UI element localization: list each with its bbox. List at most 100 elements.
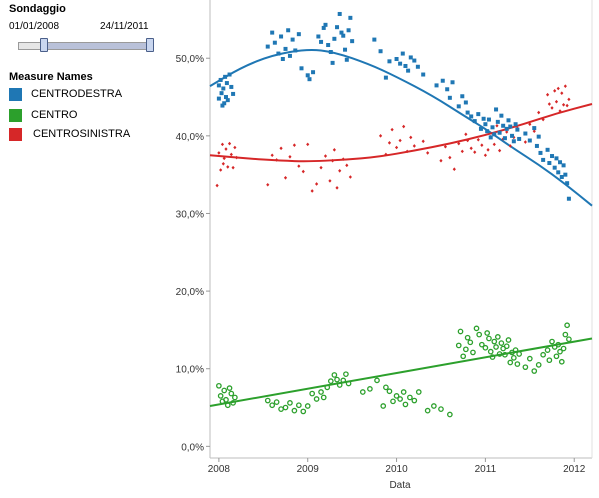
point-centrodestra (550, 154, 555, 159)
point-centro (400, 389, 407, 395)
point-centrodestra (412, 58, 417, 63)
point-centrodestra (563, 172, 568, 177)
point-centro (221, 387, 228, 394)
point-centro (555, 341, 562, 348)
point-centrosinistra (545, 92, 550, 97)
point-centro (476, 331, 483, 338)
point-centro (491, 338, 498, 345)
point-centrodestra (502, 136, 507, 141)
point-centrosinistra (537, 110, 541, 115)
point-centro (327, 378, 334, 384)
point-centrosinistra (215, 183, 219, 188)
point-centrodestra (532, 126, 537, 131)
point-centrodestra (554, 156, 559, 161)
point-centrosinistra (335, 186, 339, 190)
point-centro (558, 358, 565, 365)
point-centrosinistra (231, 165, 235, 170)
point-centro (318, 389, 324, 395)
point-centro (549, 338, 555, 345)
date-range-start-handle[interactable] (40, 38, 48, 52)
point-centrodestra (394, 56, 399, 61)
point-centrosinistra (306, 142, 310, 147)
point-centrodestra (445, 87, 450, 92)
point-centrodestra (517, 136, 522, 141)
point-centrodestra (558, 160, 563, 165)
x-tick-label: 2010 (385, 464, 408, 475)
point-centrodestra (472, 119, 477, 124)
point-centrodestra (330, 60, 335, 65)
point-centrodestra (513, 122, 518, 127)
point-centro (393, 393, 400, 399)
point-centro (343, 371, 349, 378)
data-points (215, 11, 572, 418)
point-centrodestra (216, 96, 221, 101)
point-centro (287, 400, 293, 406)
point-centrodestra (561, 163, 566, 168)
point-centrosinistra (233, 145, 237, 150)
point-centrosinistra (523, 140, 527, 144)
point-centro (496, 351, 503, 357)
point-centro (407, 394, 413, 401)
point-centrosinistra (409, 135, 413, 140)
point-centrosinistra (387, 141, 392, 145)
y-tick-label: 10,0% (176, 365, 204, 376)
point-centrodestra (296, 32, 301, 37)
point-centro (546, 357, 553, 364)
point-centrodestra (337, 11, 342, 16)
point-centrosinistra (483, 153, 487, 158)
point-centro (359, 389, 366, 395)
point-centrodestra (408, 55, 413, 60)
point-centrodestra (499, 113, 504, 118)
point-centrosinistra (315, 182, 319, 186)
date-range-end-handle[interactable] (146, 38, 154, 52)
point-centro (232, 394, 238, 401)
point-centrodestra (220, 103, 225, 108)
legend-swatch-centro (9, 108, 22, 122)
y-tick-label: 40,0% (176, 132, 204, 143)
legend-item-centrodestra[interactable]: CENTRODESTRA (9, 87, 122, 101)
point-centro (278, 406, 284, 412)
point-centro (486, 335, 492, 342)
point-centrodestra (481, 116, 486, 121)
point-centrosinistra (398, 138, 402, 143)
point-centrodestra (545, 147, 550, 152)
point-centro (386, 388, 393, 395)
point-centrosinistra (345, 163, 349, 168)
point-centrosinistra (554, 99, 559, 104)
x-tick-label: 2012 (563, 464, 586, 475)
point-centrodestra (335, 25, 340, 30)
point-centro (512, 347, 519, 353)
point-centrodestra (400, 51, 405, 56)
point-centrodestra (280, 56, 285, 61)
point-centrodestra (319, 39, 324, 44)
legend-swatch-centrosinistra (9, 127, 22, 141)
legend-item-centro[interactable]: CENTRO (9, 108, 77, 122)
point-centrodestra (290, 37, 295, 42)
x-axis-label: Data (389, 480, 411, 491)
legend-label-centro: CENTRO (31, 109, 78, 121)
point-centrodestra (307, 77, 312, 82)
point-centro (502, 351, 508, 358)
point-centrosinistra (229, 152, 233, 157)
point-centrodestra (504, 126, 509, 131)
point-centro (340, 377, 347, 384)
point-centrodestra (447, 95, 452, 100)
point-centro (374, 377, 380, 384)
point-centrodestra (343, 47, 348, 52)
point-centrosinistra (567, 97, 571, 102)
point-centrodestra (515, 127, 520, 132)
point-centro (320, 394, 327, 401)
legend-item-centrosinistra[interactable]: CENTROSINISTRA (9, 127, 130, 141)
point-centro (557, 348, 563, 355)
point-centro (397, 396, 403, 402)
trend-line-centro (209, 337, 593, 407)
point-centro (526, 355, 533, 362)
date-range-end: 24/11/2011 (100, 21, 149, 32)
point-centrosinistra (457, 141, 461, 146)
point-centrodestra (328, 50, 333, 55)
point-centrosinistra (443, 144, 448, 149)
point-centro (226, 385, 233, 391)
point-centrodestra (465, 110, 470, 115)
date-range-slider-selection (45, 43, 150, 49)
point-centrosinistra (426, 151, 430, 155)
